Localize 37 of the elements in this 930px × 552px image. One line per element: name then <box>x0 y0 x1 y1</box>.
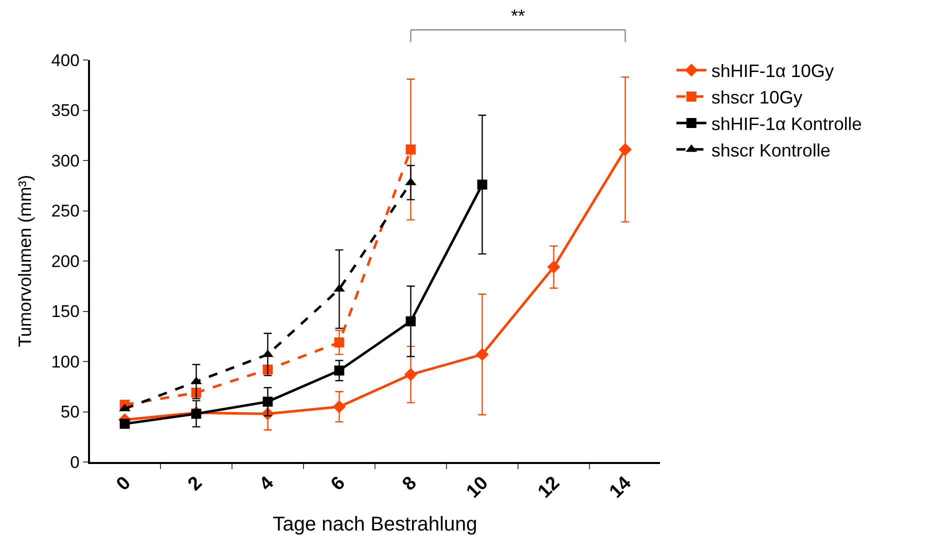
point <box>191 408 202 419</box>
y-tick-label: 350 <box>51 101 80 120</box>
point <box>334 366 344 376</box>
x-tick-label: 10 <box>462 472 493 502</box>
point <box>406 144 416 154</box>
y-tick-label: 100 <box>51 352 80 372</box>
point <box>406 316 416 326</box>
legend-label: shscr 10Gy <box>711 88 802 108</box>
point <box>477 180 488 190</box>
x-tick-label: 0 <box>112 472 136 496</box>
point <box>404 368 418 382</box>
point <box>476 348 489 361</box>
y-tick-label: 150 <box>51 302 80 322</box>
x-tick-label: 14 <box>606 472 636 502</box>
y-tick-label: 0 <box>70 452 80 472</box>
point <box>547 260 560 274</box>
x-tick-label: 6 <box>327 472 350 496</box>
text: ** <box>511 6 526 26</box>
y-tick-label: 200 <box>51 252 80 271</box>
y-axis-title: Tumorvolumen (mm³) <box>14 174 35 348</box>
y-tick-label: 250 <box>51 202 80 221</box>
point <box>334 337 344 348</box>
point <box>618 142 632 156</box>
point <box>262 396 273 407</box>
x-axis-title: Tage nach Bestrahlung <box>272 514 478 536</box>
legend-label: shHIF-1α 10Gy <box>711 61 834 82</box>
legend-label: shHIF-1α Kontrolle <box>711 114 862 134</box>
legend-label: shscr Kontrolle <box>711 140 830 160</box>
point <box>332 400 346 414</box>
y-tick-label: 400 <box>51 50 80 70</box>
y-tick-label: 300 <box>51 151 80 170</box>
y-tick-label: 50 <box>60 402 80 422</box>
x-tick-label: 12 <box>534 472 564 502</box>
point <box>120 418 130 429</box>
x-tick-label: 4 <box>256 472 278 496</box>
x-tick-label: 8 <box>398 472 422 496</box>
x-tick-label: 2 <box>184 472 207 496</box>
